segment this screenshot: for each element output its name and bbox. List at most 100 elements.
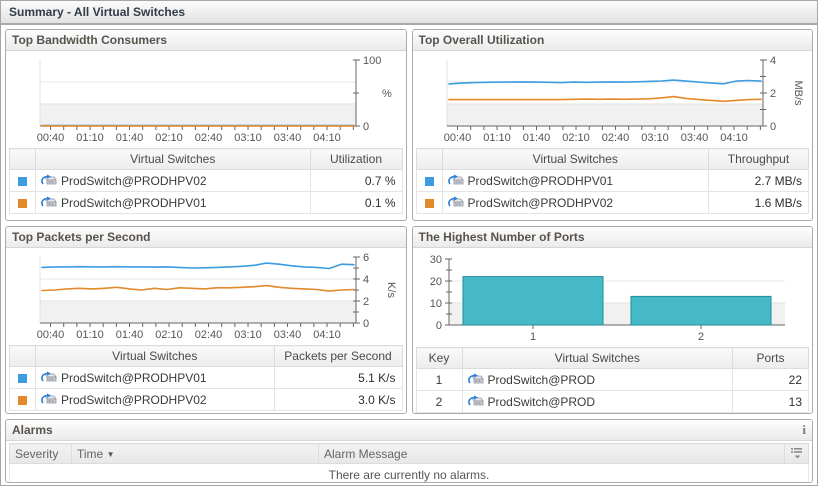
svg-text:01:10: 01:10: [76, 329, 104, 341]
column-selector-icon[interactable]: [790, 446, 803, 459]
svg-text:03:40: 03:40: [274, 132, 302, 144]
virtual-switch-icon: [40, 393, 57, 406]
dashboard-content: Top Bandwidth Consumers 0 100% 00:40 01:10 0…: [1, 25, 817, 485]
column-header-icon-cell: [784, 443, 809, 464]
virtual-switches-column-header: Virtual Switches: [441, 148, 709, 170]
virtual-switch-icon: [467, 395, 484, 408]
virtual-switch-icon: [40, 371, 57, 384]
utilization-line-chart[interactable]: 0 2 4 MB/s 00:40 01:10 01:40 02:10 02:40 03:10 03:…: [413, 51, 813, 148]
page-header: Summary - All Virtual Switches: [1, 1, 817, 25]
svg-text:04:10: 04:10: [313, 132, 341, 144]
svg-text:K/s: K/s: [385, 282, 397, 298]
svg-text:02:40: 02:40: [195, 329, 223, 341]
svg-text:02:40: 02:40: [195, 132, 223, 144]
metric-value: 0.7 %: [309, 169, 403, 192]
switch-name[interactable]: ProdSwitch@PRODHPV01: [61, 370, 207, 385]
virtual-switch-icon: [447, 174, 464, 187]
svg-text:0: 0: [363, 121, 369, 133]
alarms-table: Severity Time ▼ Alarm Message There are …: [9, 443, 809, 482]
svg-text:01:40: 01:40: [116, 132, 144, 144]
packets-per-second-column-header: Packets per Second: [273, 345, 403, 367]
switch-name[interactable]: ProdSwitch@PROD: [487, 394, 596, 409]
svg-text:02:10: 02:10: [155, 329, 183, 341]
series-color-column-header: [415, 148, 443, 170]
svg-text:100: 100: [363, 55, 381, 67]
table-row[interactable]: 1 ProdSwitch@PROD 22: [415, 368, 809, 391]
switch-name[interactable]: ProdSwitch@PRODHPV01: [467, 173, 614, 188]
page-title: Summary - All Virtual Switches: [9, 5, 186, 19]
panel-highest-number-of-ports: The Highest Number of Ports 0 10 20 30 1 2 Ke…: [411, 226, 813, 414]
throughput-column-header: Throughput: [708, 148, 809, 170]
switch-name[interactable]: ProdSwitch@PRODHPV02: [61, 392, 207, 407]
svg-text:2: 2: [697, 331, 703, 343]
series-color-swatch: [424, 198, 434, 208]
virtual-switch-icon: [447, 196, 464, 209]
panel-alarms: Alarms i Severity Time ▼ Alarm Message T…: [5, 419, 813, 483]
svg-text:6: 6: [363, 252, 369, 264]
panel-header: Top Bandwidth Consumers: [6, 30, 406, 51]
svg-text:03:10: 03:10: [234, 132, 262, 144]
ports-column-header: Ports: [732, 347, 809, 369]
table-row[interactable]: ProdSwitch@PRODHPV02 0.7 %: [9, 169, 403, 192]
table-row[interactable]: 2 ProdSwitch@PROD 13: [415, 390, 809, 413]
switch-name[interactable]: ProdSwitch@PROD: [487, 372, 596, 387]
panel-header: Alarms i: [6, 420, 812, 441]
ports-bar-chart[interactable]: 0 10 20 30 1 2: [413, 248, 813, 347]
ports-table: Key Virtual Switches Ports 1 ProdSwitch@…: [415, 347, 809, 413]
svg-text:01:40: 01:40: [522, 132, 550, 144]
svg-text:%: %: [382, 88, 392, 100]
svg-text:1: 1: [529, 331, 535, 343]
svg-text:02:10: 02:10: [155, 132, 183, 144]
series-color-swatch: [18, 373, 27, 383]
packets-table: Virtual Switches Packets per Second Prod…: [9, 345, 403, 411]
alarms-empty-row: There are currently no alarms.: [9, 463, 809, 482]
svg-text:4: 4: [770, 55, 776, 67]
panel-header: Top Packets per Second: [6, 227, 406, 248]
svg-text:0: 0: [770, 121, 776, 133]
ports-value: 22: [732, 368, 809, 391]
info-icon[interactable]: i: [802, 422, 806, 437]
metric-value: 3.0 K/s: [273, 388, 403, 411]
series-color-swatch: [18, 176, 27, 186]
table-row[interactable]: ProdSwitch@PRODHPV01 5.1 K/s: [9, 366, 403, 389]
key-value: 2: [415, 390, 463, 413]
utilization-table: Virtual Switches Throughput ProdSwitch@P…: [415, 148, 809, 214]
table-row[interactable]: ProdSwitch@PRODHPV02 1.6 MB/s: [415, 191, 809, 214]
table-row[interactable]: ProdSwitch@PRODHPV02 3.0 K/s: [9, 388, 403, 411]
panel-title: The Highest Number of Ports: [418, 230, 585, 244]
svg-text:01:10: 01:10: [483, 132, 511, 144]
svg-text:MB/s: MB/s: [792, 80, 804, 106]
bandwidth-line-chart[interactable]: 0 100% 00:40 01:10 01:40 02:10 02:40 03:10 03:40…: [6, 51, 406, 148]
utilization-column-header: Utilization: [309, 148, 403, 170]
panel-title: Top Bandwidth Consumers: [12, 33, 168, 47]
series-color-swatch: [18, 198, 27, 208]
switch-name[interactable]: ProdSwitch@PRODHPV01: [61, 195, 207, 210]
svg-text:00:40: 00:40: [37, 329, 65, 341]
alarm-message-column-header[interactable]: Alarm Message: [318, 443, 785, 464]
svg-text:02:40: 02:40: [601, 132, 629, 144]
panel-top-overall-utilization: Top Overall Utilization 0 2 4 MB/s 00:40 01:1…: [411, 29, 813, 221]
sort-descending-icon: ▼: [106, 449, 115, 459]
table-row[interactable]: ProdSwitch@PRODHPV01 0.1 %: [9, 191, 403, 214]
severity-column-header[interactable]: Severity: [9, 443, 72, 464]
metric-value: 1.6 MB/s: [708, 191, 809, 214]
metric-value: 0.1 %: [309, 191, 403, 214]
packets-line-chart[interactable]: 0 2 4 6 K/s 00:40 01:10 01:40 02:10 02:40 03:10 03:…: [6, 248, 406, 345]
table-row[interactable]: ProdSwitch@PRODHPV01 2.7 MB/s: [415, 169, 809, 192]
panel-title: Alarms: [12, 423, 53, 437]
ports-value: 13: [732, 390, 809, 413]
switch-name[interactable]: ProdSwitch@PRODHPV02: [467, 195, 614, 210]
panel-top-packets-per-second: Top Packets per Second 0 2 4 6 K/s 00:40 01:10…: [5, 226, 407, 414]
svg-text:4: 4: [363, 274, 369, 286]
virtual-switch-icon: [40, 196, 57, 209]
svg-text:03:10: 03:10: [234, 329, 262, 341]
virtual-switch-icon: [40, 174, 57, 187]
panel-title: Top Packets per Second: [12, 230, 151, 244]
time-column-header[interactable]: Time ▼: [71, 443, 319, 464]
switch-name[interactable]: ProdSwitch@PRODHPV02: [61, 173, 207, 188]
no-alarms-message: There are currently no alarms.: [9, 463, 809, 482]
svg-text:04:10: 04:10: [720, 132, 748, 144]
key-column-header: Key: [415, 347, 463, 369]
svg-text:04:10: 04:10: [313, 329, 341, 341]
